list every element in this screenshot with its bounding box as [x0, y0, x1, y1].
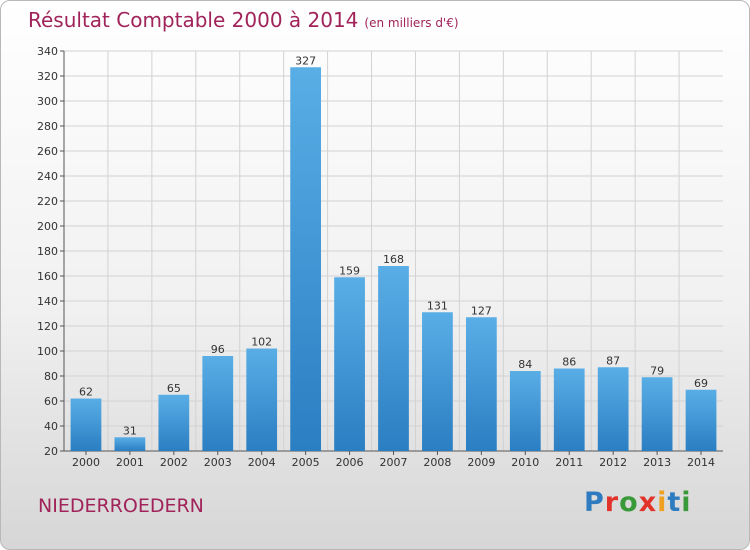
x-tick-label: 2002 [160, 456, 188, 469]
y-tick-label: 60 [44, 395, 58, 408]
x-tick-label: 2006 [336, 456, 364, 469]
bar-2004 [246, 348, 278, 451]
x-tick-label: 2012 [599, 456, 627, 469]
data-label: 159 [339, 264, 360, 277]
data-label: 127 [471, 304, 492, 317]
data-label: 65 [167, 382, 181, 395]
logo-letter: t [667, 487, 682, 518]
x-tick-label: 2010 [511, 456, 539, 469]
y-tick-label: 340 [37, 45, 58, 58]
data-label: 62 [79, 386, 93, 399]
data-label: 327 [295, 54, 316, 67]
x-tick-label: 2009 [467, 456, 495, 469]
bar-2003 [202, 356, 234, 451]
y-tick-label: 100 [37, 345, 58, 358]
bar-2005 [290, 67, 322, 451]
x-tick-label: 2003 [204, 456, 232, 469]
x-tick-label: 2005 [292, 456, 320, 469]
data-label: 69 [694, 377, 708, 390]
y-tick-label: 180 [37, 245, 58, 258]
logo-letter: x [638, 487, 658, 518]
y-tick-label: 300 [37, 95, 58, 108]
axes: 20 40 60 80 100 120 140 160 180 200 220 240 260 280 30… [37, 45, 723, 469]
x-tick-label: 2000 [72, 456, 100, 469]
data-label: 87 [606, 354, 620, 367]
y-tick-label: 220 [37, 195, 58, 208]
x-tick-label: 2004 [248, 456, 276, 469]
bar-2011 [553, 368, 585, 451]
y-tick-label: 320 [37, 70, 58, 83]
x-tick-label: 2011 [555, 456, 583, 469]
x-tick-label: 2008 [423, 456, 451, 469]
logo-letter: i [681, 487, 692, 518]
bar-2007 [378, 266, 409, 451]
y-tick-label: 160 [37, 270, 58, 283]
x-tick-label: 2001 [116, 456, 144, 469]
logo-letter: P [584, 487, 605, 518]
chart-title-text: Résultat Comptable 2000 à 2014 [28, 8, 359, 32]
data-label: 96 [211, 343, 225, 356]
data-label: 102 [251, 336, 272, 349]
bar-2010 [509, 371, 541, 451]
data-labels: 62 31 65 96 102 327 159 168 131 127 84 86 87 79 69 [79, 54, 708, 437]
logo-letter: o [619, 487, 639, 518]
bar-2012 [597, 367, 629, 451]
bar-2002 [158, 394, 190, 451]
chart-subtitle: (en milliers d'€) [364, 16, 459, 30]
bar-2013 [641, 377, 673, 451]
logo-letter: r [604, 487, 620, 518]
bar-2014 [685, 389, 717, 451]
x-tick-label: 2014 [687, 456, 715, 469]
data-label: 131 [427, 299, 448, 312]
y-tick-label: 140 [37, 295, 58, 308]
logo-letter: i [657, 487, 668, 518]
y-tick-label: 40 [44, 420, 58, 433]
y-tick-label: 200 [37, 220, 58, 233]
y-tick-label: 260 [37, 145, 58, 158]
x-tick-label: 2013 [643, 456, 671, 469]
y-tick-label: 80 [44, 370, 58, 383]
bar-2006 [334, 277, 365, 451]
commune-name: NIEDERROEDERN [38, 495, 204, 517]
y-tick-label: 120 [37, 320, 58, 333]
bar-2001 [114, 437, 146, 451]
chart-title: Résultat Comptable 2000 à 2014 (en millie… [28, 8, 459, 32]
x-tick-label: 2007 [380, 456, 408, 469]
data-label: 31 [123, 424, 137, 437]
y-tick-label: 280 [37, 120, 58, 133]
y-tick-label: 20 [44, 445, 58, 458]
y-tick-label: 240 [37, 170, 58, 183]
bar-2008 [422, 312, 453, 451]
data-label: 86 [562, 356, 576, 369]
bars [70, 67, 717, 451]
bar-2000 [70, 398, 102, 451]
proxiti-logo: Proxiti [584, 487, 692, 518]
data-label: 168 [383, 253, 404, 266]
data-label: 84 [518, 358, 532, 371]
bar-2009 [465, 317, 497, 451]
data-label: 79 [650, 364, 664, 377]
